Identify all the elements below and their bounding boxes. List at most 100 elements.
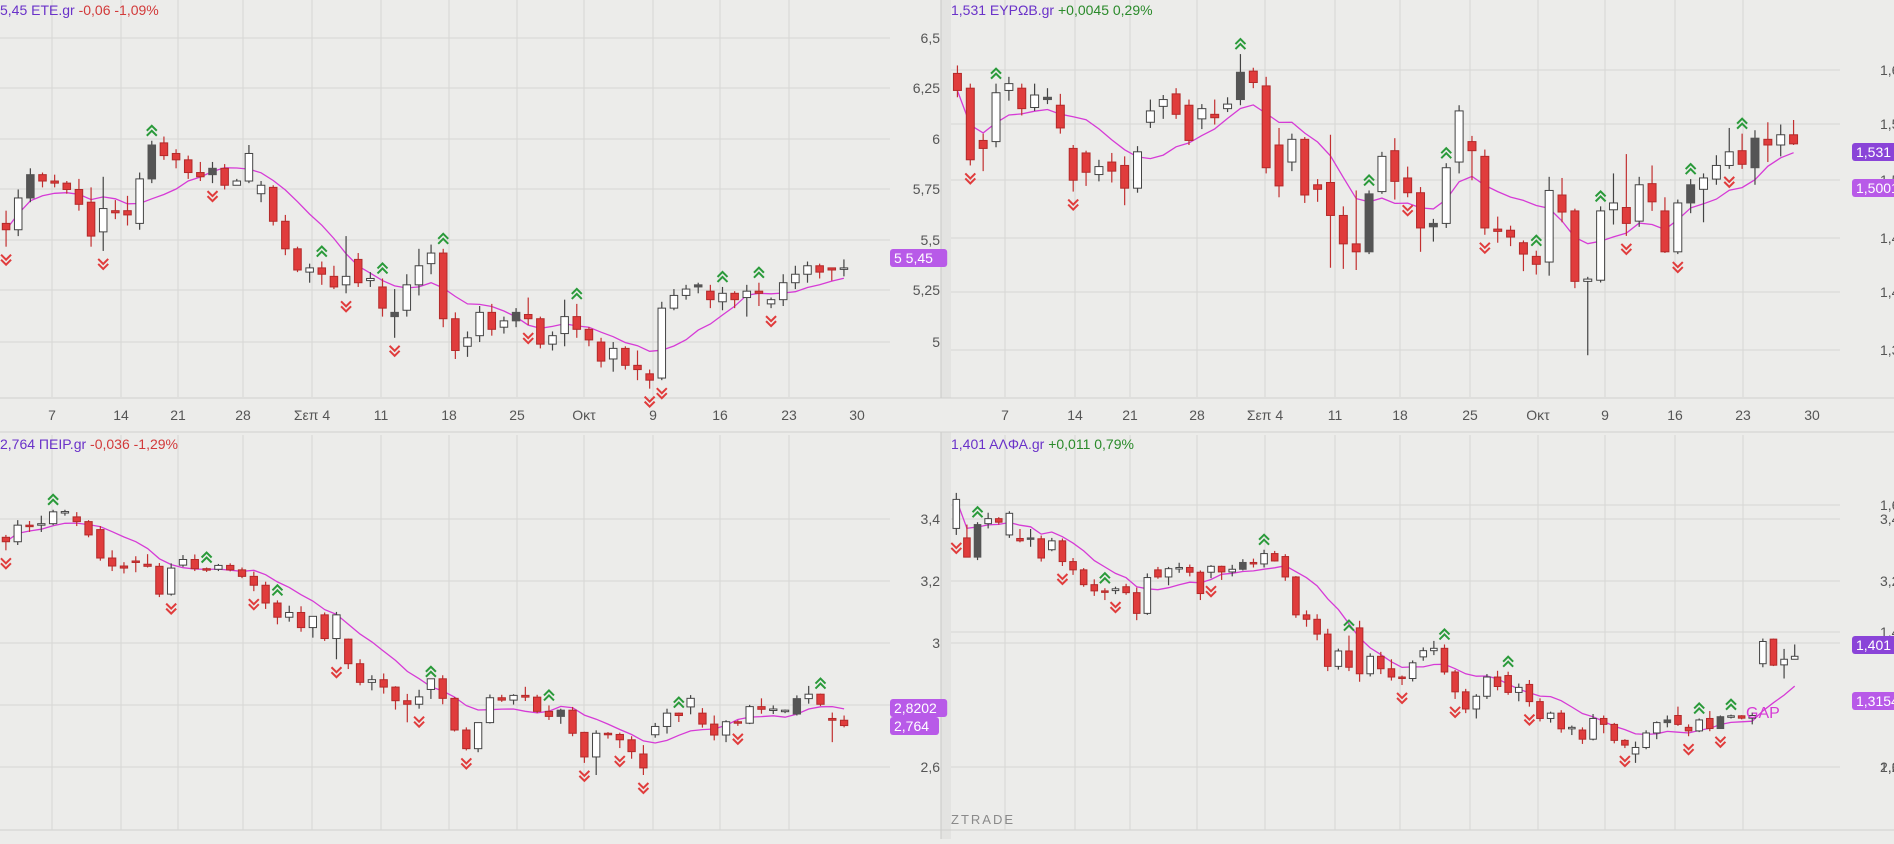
signal-down-arrow xyxy=(206,190,219,203)
candle-body xyxy=(803,265,812,275)
signal-down-arrow xyxy=(614,755,626,768)
candle-body xyxy=(1759,641,1767,665)
candle-body xyxy=(293,248,302,271)
x-tick-label: 23 xyxy=(1735,407,1751,423)
candle-body xyxy=(698,712,707,725)
candle-body xyxy=(74,188,84,205)
candle-body xyxy=(978,139,988,149)
candle-body xyxy=(50,180,59,184)
signal-up-arrow xyxy=(1343,619,1355,632)
candle-body xyxy=(414,696,424,705)
signal-up-arrow xyxy=(146,124,158,137)
price-tag-bg xyxy=(1852,692,1894,710)
candle-body xyxy=(72,516,81,523)
y-tick-label: 2,6 xyxy=(921,759,941,775)
candle-body xyxy=(1686,184,1696,204)
candle-body xyxy=(147,144,157,180)
y-tick-label: 3,4 xyxy=(921,511,941,527)
candle-body xyxy=(1132,592,1141,614)
chart-4-change: +0,011 0,79% xyxy=(1048,436,1134,452)
candle-body xyxy=(721,721,731,736)
candle-body xyxy=(499,320,509,328)
candle-body xyxy=(308,615,318,629)
price-tag: 2,8202 xyxy=(890,699,948,717)
candle-body xyxy=(1005,512,1014,536)
candle-body xyxy=(62,182,72,190)
candle-body xyxy=(1090,584,1099,592)
x-tick-label: Οκτ xyxy=(572,407,596,423)
candle-body xyxy=(1403,177,1413,194)
time-axis-row xyxy=(0,398,1894,432)
signal-up-arrow xyxy=(1363,174,1375,187)
price-tag-text: 2,8202 xyxy=(894,700,937,716)
y-tick-label: 5,25 xyxy=(913,282,940,298)
signal-up-arrow xyxy=(1258,533,1270,546)
candle-body xyxy=(639,753,648,769)
candle-body xyxy=(1737,150,1747,165)
signal-down-arrow xyxy=(413,715,425,729)
price-tag-text: 2,764 xyxy=(894,718,929,734)
candle-body xyxy=(1518,242,1528,255)
signal-down-arrow xyxy=(1449,706,1461,719)
candle-body xyxy=(123,210,132,216)
signal-down-arrow xyxy=(0,557,12,570)
signal-up-arrow xyxy=(1234,37,1247,50)
candle-body xyxy=(1493,228,1503,232)
signal-down-arrow xyxy=(1714,736,1727,749)
candle-body xyxy=(568,709,577,734)
candle-body xyxy=(183,159,193,174)
candle-body xyxy=(273,602,282,618)
signal-down-arrow xyxy=(1401,204,1414,217)
candle-body xyxy=(1154,569,1162,578)
candle-body xyxy=(426,678,436,690)
candle-body xyxy=(1390,150,1400,182)
signal-up-arrow xyxy=(1693,702,1705,715)
candle-body xyxy=(13,197,23,231)
candle-body xyxy=(1334,650,1343,667)
signal-down-arrow xyxy=(330,666,343,679)
price-tag-bg xyxy=(1852,179,1894,197)
signal-up-arrow xyxy=(200,551,213,564)
candle-body xyxy=(1631,746,1640,755)
candle-body xyxy=(378,286,387,309)
signal-down-arrow xyxy=(340,300,352,313)
candle-body xyxy=(1292,576,1300,616)
candle-body xyxy=(1748,715,1757,719)
candle-body xyxy=(1647,183,1657,203)
candle-body xyxy=(839,267,849,270)
signal-up-arrow xyxy=(271,583,284,597)
candle-body xyxy=(341,275,351,286)
y-tick-label: 3,2 xyxy=(1880,573,1894,589)
candle-body xyxy=(232,180,242,186)
candle-body xyxy=(1210,113,1220,119)
y-tick-label: 6,5 xyxy=(921,30,941,46)
x-tick-label: 16 xyxy=(712,407,728,423)
price-tag-bg xyxy=(1852,636,1894,654)
x-tick-label: 25 xyxy=(509,407,525,423)
signal-down-arrow xyxy=(1723,176,1735,189)
candle-body xyxy=(1239,561,1247,570)
candle-body xyxy=(317,267,327,275)
candle-body xyxy=(261,584,270,604)
candle-body xyxy=(1197,108,1207,120)
candle-body xyxy=(792,698,802,715)
candle-body xyxy=(367,679,377,683)
candle-body xyxy=(1287,138,1297,163)
signal-up-arrow xyxy=(571,287,583,300)
candle-body xyxy=(1769,638,1778,666)
chart-1-symbol: 5,45 ETE.gr xyxy=(0,2,75,18)
signal-down-arrow xyxy=(1620,243,1633,256)
candle-body xyxy=(1055,104,1065,129)
candle-body xyxy=(1398,676,1406,680)
y-tick-label: 3,2 xyxy=(921,573,941,589)
candle-body xyxy=(320,614,329,640)
price-tag: 5 5,45 xyxy=(890,249,948,267)
candle-body xyxy=(131,560,140,563)
candle-body xyxy=(450,697,459,731)
candle-body xyxy=(1270,553,1279,562)
x-tick-label: 25 xyxy=(1462,407,1478,423)
signal-up-arrow xyxy=(1438,628,1451,641)
candle-body xyxy=(657,307,667,379)
